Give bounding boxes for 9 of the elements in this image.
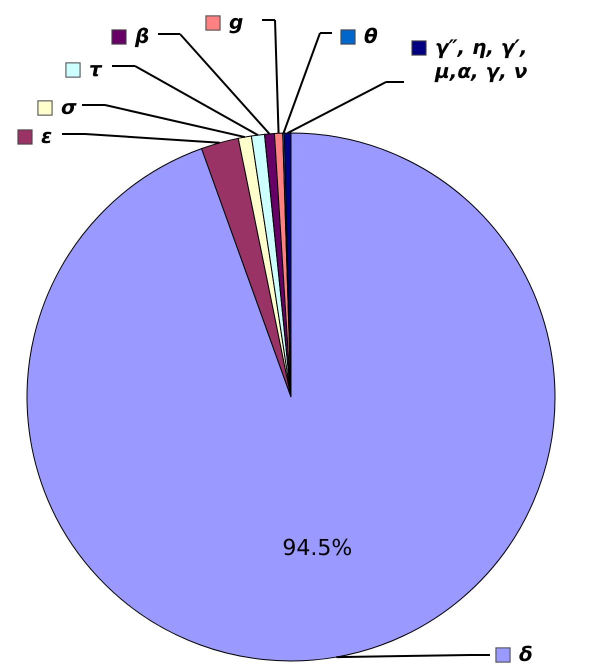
legend-label: g — [229, 10, 244, 34]
slice-label: δ — [519, 642, 533, 666]
legend-label: ε — [41, 124, 52, 148]
legend-label: τ — [89, 57, 103, 81]
data-label: 94.5% — [282, 536, 352, 561]
legend-label: γ″, η, γ′, μ,α, γ, ν — [434, 35, 528, 83]
legend-label: σ — [61, 95, 77, 119]
legend-label: β — [134, 24, 150, 48]
legend-label: θ — [364, 24, 378, 48]
